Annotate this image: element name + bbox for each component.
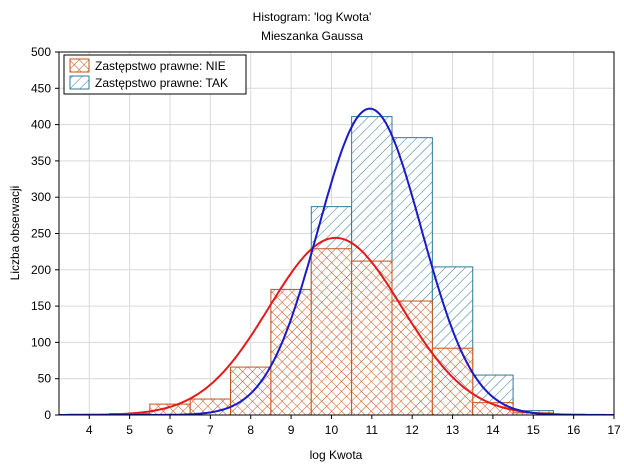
x-tick-label-3: 7	[207, 423, 214, 437]
y-tick-label-10: 500	[31, 45, 51, 59]
x-tick-label-12: 16	[567, 423, 581, 437]
bar-nie-8	[391, 300, 433, 416]
y-axis-title: Liczba obserwacji	[8, 186, 22, 281]
x-axis-title: log Kwota	[310, 448, 363, 462]
y-tick-label-7: 350	[31, 154, 51, 168]
y-tick-label-9: 450	[31, 81, 51, 95]
y-tick-label-1: 50	[38, 372, 52, 386]
legend-label-nie: Zastępstwo prawne: NIE	[95, 59, 226, 73]
legend-swatch-nie	[69, 58, 90, 73]
legend-label-tak: Zastępstwo prawne: TAK	[95, 76, 228, 90]
x-tick-label-13: 17	[607, 423, 621, 437]
x-tick-label-8: 12	[406, 423, 420, 437]
legend: Zastępstwo prawne: NIE Zastępstwo prawne…	[63, 54, 247, 95]
x-tick-label-2: 6	[167, 423, 174, 437]
x-tick-label-0: 4	[86, 423, 93, 437]
x-tick-label-5: 9	[288, 423, 295, 437]
y-tick-label-4: 200	[31, 263, 51, 277]
y-tick-label-5: 250	[31, 227, 51, 241]
x-tick-label-4: 8	[247, 423, 254, 437]
density-curve-1	[59, 107, 614, 415]
y-tick-label-0: 0	[44, 408, 51, 422]
bar-nie-6	[310, 248, 353, 416]
legend-swatch-tak	[69, 75, 90, 90]
legend-box	[63, 54, 247, 95]
y-axis-ticks: 0 50 100 150 200 250 300 350 400 450 500	[31, 45, 59, 422]
y-tick-label-6: 300	[31, 190, 51, 204]
bar-nie-7	[351, 260, 393, 416]
bar-nie-9	[431, 347, 474, 416]
x-tick-label-6: 10	[325, 423, 339, 437]
x-tick-label-11: 15	[527, 423, 541, 437]
x-tick-label-7: 11	[366, 423, 379, 437]
bar-nie-4	[230, 366, 272, 416]
x-axis-ticks: 4 5 6 7 8 9 10 11 12 13 14 15 16 17	[86, 415, 621, 437]
y-tick-label-2: 100	[31, 335, 51, 349]
bars	[68, 116, 554, 416]
y-tick-label-3: 150	[31, 299, 51, 313]
x-tick-label-9: 13	[446, 423, 460, 437]
x-tick-label-1: 5	[126, 423, 133, 437]
chart-title: Histogram: 'log Kwota'	[253, 10, 372, 24]
chart-subtitle: Mieszanka Gaussa	[261, 29, 363, 43]
y-tick-label-8: 400	[31, 118, 51, 132]
density-curves	[59, 107, 614, 415]
x-tick-label-10: 14	[486, 423, 500, 437]
